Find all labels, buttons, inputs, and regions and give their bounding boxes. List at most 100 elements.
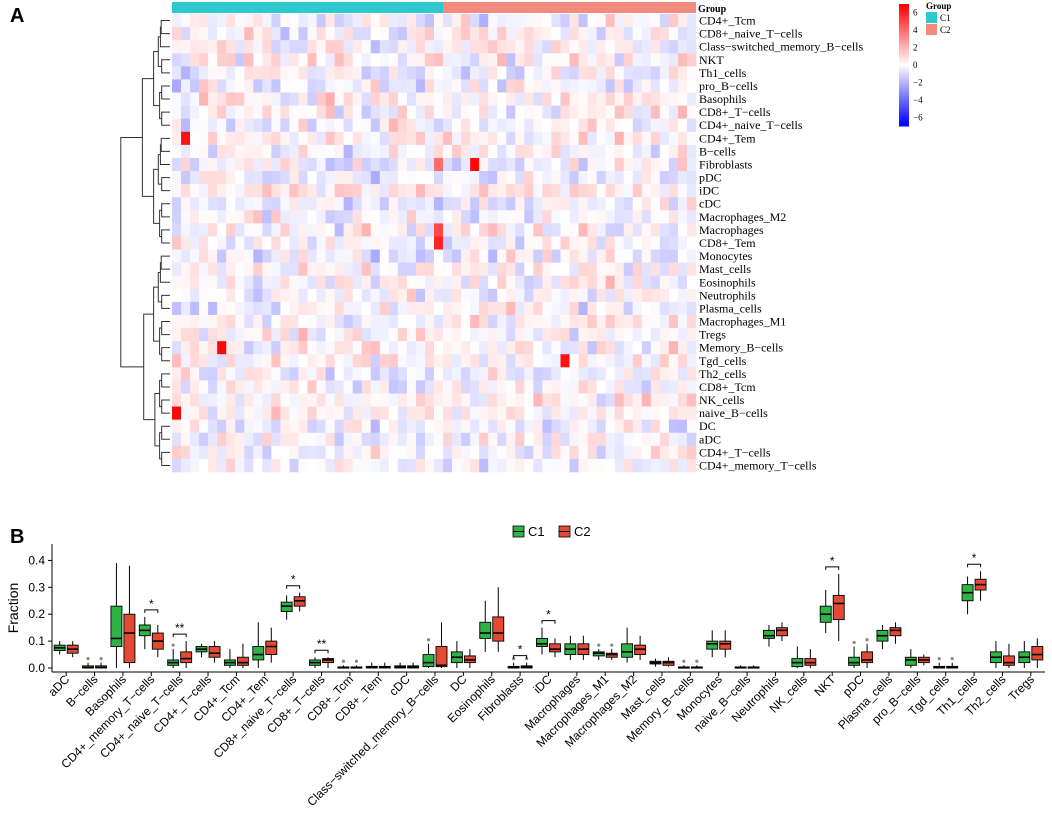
heatmap-cell: [217, 197, 227, 211]
heatmap-cell: [244, 223, 254, 237]
heatmap-cell: [397, 144, 408, 159]
row-label: Memory_B−cells: [699, 341, 783, 355]
row-label: Class−switched_memory_B−cells: [699, 40, 864, 54]
heatmap-cell: [271, 197, 281, 211]
heatmap-cell: [524, 314, 534, 329]
heatmap-cell: [289, 92, 299, 106]
heatmap-cell: [524, 27, 534, 41]
heatmap-cell: [379, 40, 390, 54]
heatmap-cell: [488, 367, 498, 381]
dendrogram-branch: [161, 111, 170, 126]
heatmap-cell: [316, 79, 326, 93]
significance-bracket: [541, 620, 556, 624]
heatmap-cell: [298, 354, 308, 368]
heatmap-cell: [280, 105, 290, 119]
heatmap-cell: [289, 301, 299, 316]
heatmap-cell: [370, 249, 381, 263]
heatmap-cell: [677, 79, 688, 93]
heatmap-cell: [217, 40, 227, 54]
heatmap-cell: [488, 118, 498, 133]
heatmap-cell: [352, 118, 363, 133]
heatmap-cell: [659, 288, 670, 303]
heatmap-cell: [641, 14, 652, 28]
heatmap-cell: [614, 458, 625, 473]
heatmap-cell: [370, 184, 381, 198]
heatmap-cell: [605, 354, 615, 368]
significance-label: **: [317, 637, 327, 651]
heatmap-cell: [235, 262, 245, 277]
heatmap-cell: [199, 144, 209, 159]
heatmap-cell: [623, 458, 634, 473]
heatmap-cell: [506, 367, 516, 381]
heatmap-cell: [217, 328, 227, 342]
heatmap-cell: [262, 236, 272, 250]
heatmap-cell: [569, 314, 579, 329]
heatmap-cell: [352, 92, 363, 106]
heatmap-cell: [686, 79, 697, 93]
box-C2: [180, 651, 193, 664]
heatmap-cell: [614, 354, 625, 368]
significance-label: *: [149, 597, 154, 611]
heatmap-cell: [397, 328, 408, 342]
heatmap-cell: [560, 79, 570, 93]
heatmap-cell: [650, 445, 661, 460]
heatmap-cell: [415, 184, 426, 198]
colorbar-segment: [899, 4, 909, 7]
heatmap-cell: [452, 157, 462, 172]
dendrogram-branch: [161, 399, 170, 414]
heatmap-cell: [190, 131, 200, 146]
heatmap-cell: [370, 262, 381, 277]
heatmap-cell: [226, 197, 236, 211]
heatmap-cell: [343, 328, 353, 342]
heatmap-cell: [424, 314, 435, 329]
heatmap-cell: [334, 458, 344, 473]
heatmap-cell: [479, 157, 489, 172]
heatmap-cell: [470, 354, 480, 368]
heatmap-cell: [605, 445, 615, 460]
heatmap-cell: [298, 445, 308, 460]
heatmap-cell: [379, 197, 390, 211]
heatmap-cell: [172, 157, 182, 172]
heatmap-cell: [596, 210, 606, 224]
heatmap-cell: [199, 223, 209, 237]
heatmap-cell: [271, 445, 281, 460]
heatmap-cell: [434, 328, 444, 342]
heatmap-cell: [623, 223, 634, 237]
heatmap-cell: [470, 393, 480, 407]
heatmap-cell: [352, 171, 363, 185]
heatmap-cell: [226, 458, 236, 473]
heatmap-cell: [415, 144, 426, 159]
heatmap-cell: [190, 184, 200, 198]
heatmap-cell: [497, 341, 507, 355]
heatmap-cell: [470, 53, 480, 67]
heatmap-cell: [244, 157, 254, 172]
heatmap-cell: [343, 118, 353, 133]
heatmap-cell: [289, 367, 299, 381]
heatmap-cell: [641, 223, 652, 237]
heatmap-cell: [370, 354, 381, 368]
heatmap-cell: [506, 92, 516, 106]
colorbar-segment: [899, 52, 909, 56]
heatmap-cell: [659, 157, 670, 172]
colorbar-segment: [899, 22, 909, 25]
dendrogram-branch: [161, 203, 170, 218]
heatmap-cell: [533, 249, 543, 263]
heatmap-cell: [262, 288, 272, 303]
heatmap-cell: [452, 445, 462, 460]
heatmap-cell: [596, 118, 606, 133]
heatmap-cell: [424, 118, 435, 133]
x-tick-label: iDC: [531, 672, 555, 696]
heatmap-cell: [668, 328, 679, 342]
heatmap-cell: [244, 40, 254, 54]
heatmap-cell: [461, 144, 471, 159]
heatmap-cell: [605, 262, 615, 277]
heatmap-cell: [470, 79, 480, 93]
heatmap-cell: [623, 131, 634, 146]
heatmap-cell: [271, 118, 281, 133]
heatmap-cell: [235, 171, 245, 185]
heatmap-cell: [415, 197, 426, 211]
heatmap-cell: [614, 236, 625, 250]
heatmap-cell: [569, 419, 579, 434]
heatmap-cell: [271, 341, 281, 355]
heatmap-cell: [677, 66, 688, 80]
